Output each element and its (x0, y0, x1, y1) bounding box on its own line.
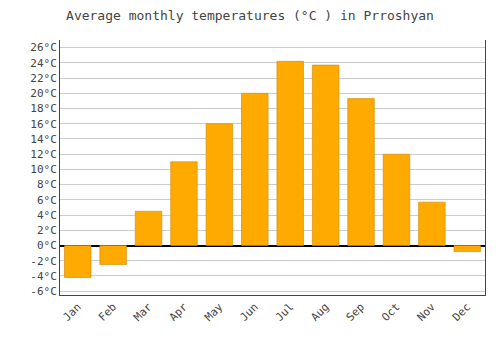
svg-text:Jun: Jun (238, 301, 261, 324)
svg-text:Feb: Feb (96, 301, 119, 324)
svg-text:6°C: 6°C (37, 194, 57, 207)
svg-text:Average monthly temperatures (: Average monthly temperatures (°C ) in Pr… (66, 8, 434, 23)
svg-text:Sep: Sep (344, 301, 367, 324)
svg-text:Oct: Oct (379, 301, 402, 324)
svg-text:22°C: 22°C (30, 72, 57, 85)
svg-text:20°C: 20°C (30, 87, 57, 100)
svg-text:Apr: Apr (167, 300, 191, 324)
svg-text:0°C: 0°C (37, 239, 57, 252)
svg-text:Dec: Dec (450, 301, 473, 324)
svg-text:4°C: 4°C (37, 209, 57, 222)
svg-text:-6°C: -6°C (30, 285, 57, 298)
svg-text:26°C: 26°C (30, 41, 57, 54)
svg-text:May: May (202, 300, 226, 324)
svg-text:24°C: 24°C (30, 57, 57, 70)
svg-text:2°C: 2°C (37, 224, 57, 237)
svg-text:-2°C: -2°C (30, 255, 57, 268)
svg-text:16°C: 16°C (30, 118, 57, 131)
svg-text:Mar: Mar (131, 300, 155, 324)
svg-text:-4°C: -4°C (30, 270, 57, 283)
svg-text:10°C: 10°C (30, 163, 57, 176)
svg-text:8°C: 8°C (37, 178, 57, 191)
svg-text:Jul: Jul (273, 301, 296, 324)
svg-text:Jan: Jan (60, 301, 83, 324)
svg-text:14°C: 14°C (30, 133, 57, 146)
svg-text:Aug: Aug (308, 301, 331, 324)
svg-text:18°C: 18°C (30, 102, 57, 115)
svg-text:Nov: Nov (415, 300, 439, 324)
svg-text:12°C: 12°C (30, 148, 57, 161)
